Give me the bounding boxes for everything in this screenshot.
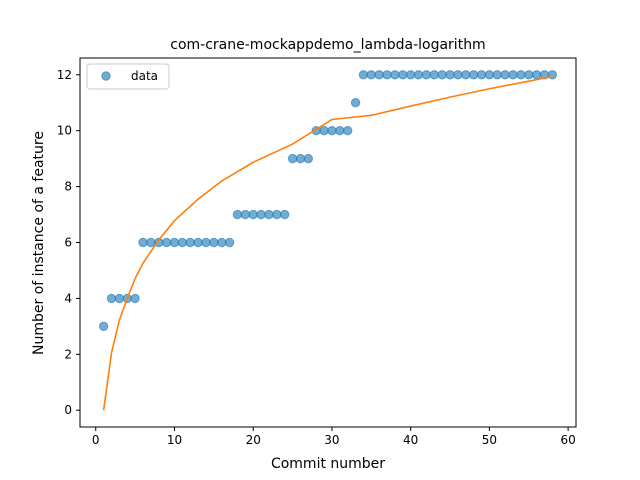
x-tick-label: 50: [482, 433, 497, 447]
y-tick-label: 2: [64, 347, 72, 361]
data-point: [335, 125, 345, 136]
data-point: [445, 70, 455, 80]
x-tick-label: 60: [560, 433, 575, 447]
data-point: [295, 153, 306, 164]
x-tick-label: 20: [246, 433, 261, 447]
data-point: [366, 70, 377, 80]
data-point: [272, 209, 282, 220]
data-point: [429, 70, 439, 80]
data-point: [327, 125, 337, 136]
data-point: [492, 70, 502, 80]
x-tick-label: 30: [324, 433, 339, 447]
plot-frame: [79, 57, 577, 428]
data-point: [169, 237, 180, 248]
data-point: [531, 70, 542, 80]
data-point: [279, 209, 290, 220]
data-point: [390, 70, 400, 80]
chart-title: com-crane-mockappdemo_lambda-logarithm: [170, 37, 485, 53]
data-point: [358, 70, 369, 80]
plot-area: [98, 70, 558, 411]
fit-line: [102, 75, 553, 411]
y-tick-label: 8: [64, 180, 72, 194]
data-point: [413, 70, 424, 80]
data-point: [350, 98, 361, 108]
data-point: [201, 237, 211, 248]
legend-marker: [101, 71, 111, 81]
x-axis: 0 10 20 30 40 50 60: [92, 427, 576, 447]
data-point: [256, 209, 266, 220]
data-point: [461, 70, 471, 80]
data-point: [146, 237, 156, 248]
y-tick-label: 6: [64, 236, 72, 250]
data-point: [516, 70, 526, 80]
data-point: [161, 237, 172, 248]
data-point: [193, 237, 203, 248]
legend-box: [86, 63, 170, 90]
data-point: [476, 70, 487, 80]
data-point: [114, 293, 125, 304]
data-point: [303, 153, 314, 164]
data-point: [177, 237, 188, 248]
y-tick-label: 4: [64, 291, 72, 305]
data-point: [248, 209, 258, 220]
x-tick-label: 0: [92, 433, 100, 447]
data-point: [106, 293, 117, 304]
data-point: [437, 70, 447, 80]
x-axis-label: Commit number: [271, 456, 385, 472]
data-point: [240, 209, 251, 220]
data-point: [185, 237, 195, 248]
data-point: [98, 321, 109, 332]
x-tick-label: 10: [167, 433, 182, 447]
y-tick-label: 10: [57, 124, 72, 138]
y-tick-label: 0: [64, 403, 72, 417]
data-point: [405, 70, 416, 80]
data-point: [342, 125, 353, 136]
data-point: [209, 237, 219, 248]
data-point: [130, 293, 140, 304]
data-point: [421, 70, 432, 80]
data-point: [217, 237, 227, 248]
data-point: [524, 70, 534, 80]
data-point: [468, 70, 479, 80]
y-axis: 0 2 4 6 8 10 12: [57, 68, 80, 417]
data-point: [232, 209, 243, 220]
data-point: [224, 237, 235, 248]
data-point: [319, 125, 329, 136]
legend-label: data: [131, 69, 158, 83]
data-point: [138, 237, 148, 248]
data-point: [398, 70, 408, 80]
y-tick-label: 12: [57, 68, 72, 82]
data-point: [453, 70, 463, 80]
legend: data: [86, 63, 170, 90]
data-point: [484, 70, 495, 80]
data-point: [500, 70, 510, 80]
y-axis-label: Number of instance of a feature: [31, 131, 47, 355]
data-point: [382, 70, 392, 80]
data-point: [264, 209, 274, 220]
x-tick-label: 40: [403, 433, 418, 447]
data-point: [287, 153, 298, 164]
data-point: [508, 70, 518, 80]
data-point: [374, 70, 384, 80]
